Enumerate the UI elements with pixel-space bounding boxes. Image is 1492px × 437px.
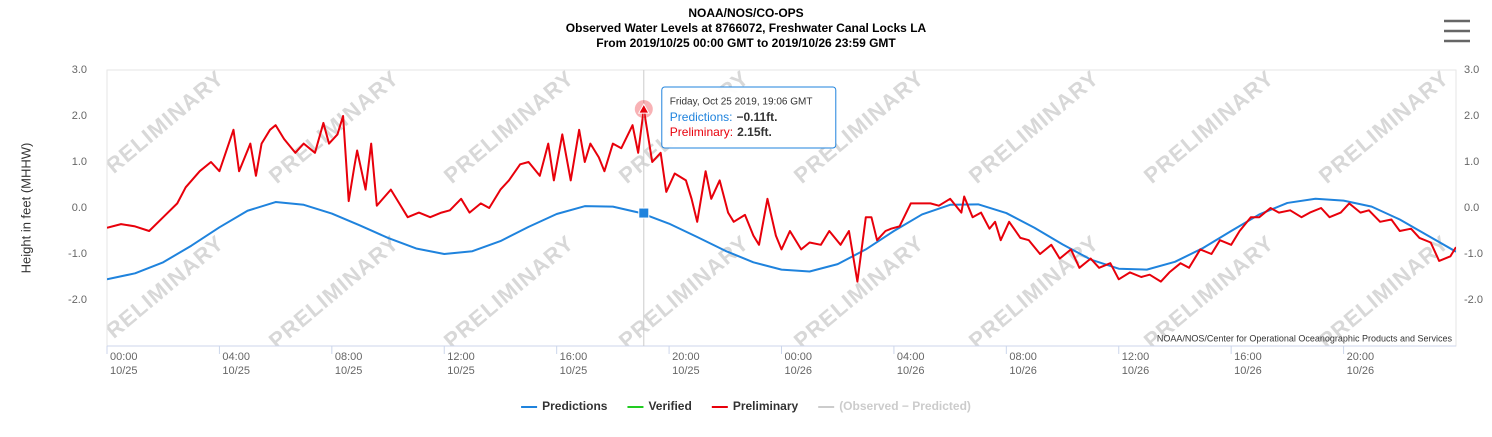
y-tick-label: 2.0 bbox=[72, 110, 87, 122]
watermark: PRELIMINARY bbox=[964, 65, 1104, 188]
x-tick-label: 08:00 bbox=[335, 351, 363, 363]
legend-label: Predictions bbox=[542, 399, 608, 413]
watermark: PRELIMINARY bbox=[264, 230, 404, 353]
x-tick-label: 16:00 bbox=[560, 351, 588, 363]
x-tick-date: 10/25 bbox=[447, 365, 475, 377]
watermark: PRELIMINARY bbox=[964, 230, 1104, 353]
x-tick-date: 10/26 bbox=[1347, 365, 1375, 377]
y-tick-label: -2.0 bbox=[68, 294, 87, 306]
x-tick-label: 00:00 bbox=[785, 351, 813, 363]
series-line bbox=[107, 108, 1456, 283]
tooltip-row: Predictions: −0.11ft. bbox=[670, 110, 778, 124]
y2-tick-label: 1.0 bbox=[1464, 156, 1479, 168]
legend-label: Preliminary bbox=[733, 399, 799, 413]
y-tick-label: 3.0 bbox=[72, 64, 87, 76]
x-tick-label: 20:00 bbox=[1347, 351, 1375, 363]
legend-item[interactable]: (Observed − Predicted) bbox=[818, 399, 971, 413]
tooltip-row: Preliminary: 2.15ft. bbox=[670, 125, 772, 139]
x-tick-date: 10/25 bbox=[222, 365, 250, 377]
legend-item[interactable]: Verified bbox=[627, 399, 692, 413]
watermark: PRELIMINARY bbox=[439, 65, 579, 188]
y2-tick-label: 3.0 bbox=[1464, 64, 1479, 76]
tooltip-name: Predictions: bbox=[670, 110, 733, 124]
x-tick-label: 08:00 bbox=[1009, 351, 1037, 363]
watermark: PRELIMINARY bbox=[789, 230, 929, 353]
watermark: PRELIMINARY bbox=[439, 230, 579, 353]
legend-label: (Observed − Predicted) bbox=[839, 399, 971, 413]
x-tick-label: 04:00 bbox=[897, 351, 925, 363]
watermark: PRELIMINARY bbox=[264, 65, 404, 188]
y-tick-label: 0.0 bbox=[72, 202, 87, 214]
chart-title: NOAA/NOS/CO-OPS bbox=[688, 6, 803, 20]
tooltip-name: Preliminary: bbox=[670, 125, 733, 139]
watermark: PRELIMINARY bbox=[89, 230, 229, 353]
legend: Predictions Verified Preliminary (Observed … bbox=[521, 399, 971, 413]
x-tick-label: 12:00 bbox=[447, 351, 475, 363]
x-tick-date: 10/25 bbox=[110, 365, 138, 377]
tooltip-value: −0.11ft. bbox=[736, 110, 777, 124]
x-tick-date: 10/26 bbox=[1009, 365, 1037, 377]
legend-item[interactable]: Predictions bbox=[521, 399, 608, 413]
legend-label: Verified bbox=[648, 399, 691, 413]
y-tick-label: -1.0 bbox=[68, 248, 87, 260]
x-tick-label: 04:00 bbox=[222, 351, 250, 363]
x-tick-date: 10/26 bbox=[785, 365, 813, 377]
watermark: PRELIMINARY bbox=[1314, 65, 1454, 188]
x-tick-label: 12:00 bbox=[1122, 351, 1150, 363]
y-axis-label: Height in feet (MHHW) bbox=[18, 143, 33, 274]
chart-subtitle: Observed Water Levels at 8766072, Freshw… bbox=[566, 21, 927, 35]
y2-tick-label: 0.0 bbox=[1464, 202, 1479, 214]
watermark: PRELIMINARY bbox=[1139, 65, 1279, 188]
x-tick-date: 10/25 bbox=[672, 365, 700, 377]
x-tick-date: 10/26 bbox=[897, 365, 925, 377]
y-tick-label: 1.0 bbox=[72, 156, 87, 168]
x-tick-label: 00:00 bbox=[110, 351, 138, 363]
watermark: PRELIMINARY bbox=[614, 230, 754, 353]
x-tick-date: 10/25 bbox=[335, 365, 363, 377]
tooltip-value: 2.15ft. bbox=[737, 125, 772, 139]
y2-tick-label: -1.0 bbox=[1464, 248, 1483, 260]
y2-tick-label: 2.0 bbox=[1464, 110, 1479, 122]
watermark: PRELIMINARY bbox=[89, 65, 229, 188]
hover-marker bbox=[637, 103, 650, 114]
x-tick-label: 16:00 bbox=[1234, 351, 1262, 363]
x-tick-date: 10/26 bbox=[1122, 365, 1150, 377]
x-tick-label: 20:00 bbox=[672, 351, 700, 363]
tooltip-header: Friday, Oct 25 2019, 19:06 GMT bbox=[670, 97, 813, 108]
menu-button[interactable] bbox=[1444, 19, 1470, 43]
chart-subtitle: From 2019/10/25 00:00 GMT to 2019/10/26 … bbox=[596, 36, 896, 50]
y2-tick-label: -2.0 bbox=[1464, 294, 1483, 306]
legend-item[interactable]: Preliminary bbox=[711, 399, 799, 413]
tooltip-box bbox=[661, 86, 837, 149]
x-tick-date: 10/26 bbox=[1234, 365, 1262, 377]
hover-marker bbox=[638, 207, 650, 219]
series-line bbox=[107, 197, 1456, 281]
x-tick-date: 10/25 bbox=[560, 365, 588, 377]
credits: NOAA/NOS/Center for Operational Oceanogr… bbox=[1157, 333, 1453, 343]
